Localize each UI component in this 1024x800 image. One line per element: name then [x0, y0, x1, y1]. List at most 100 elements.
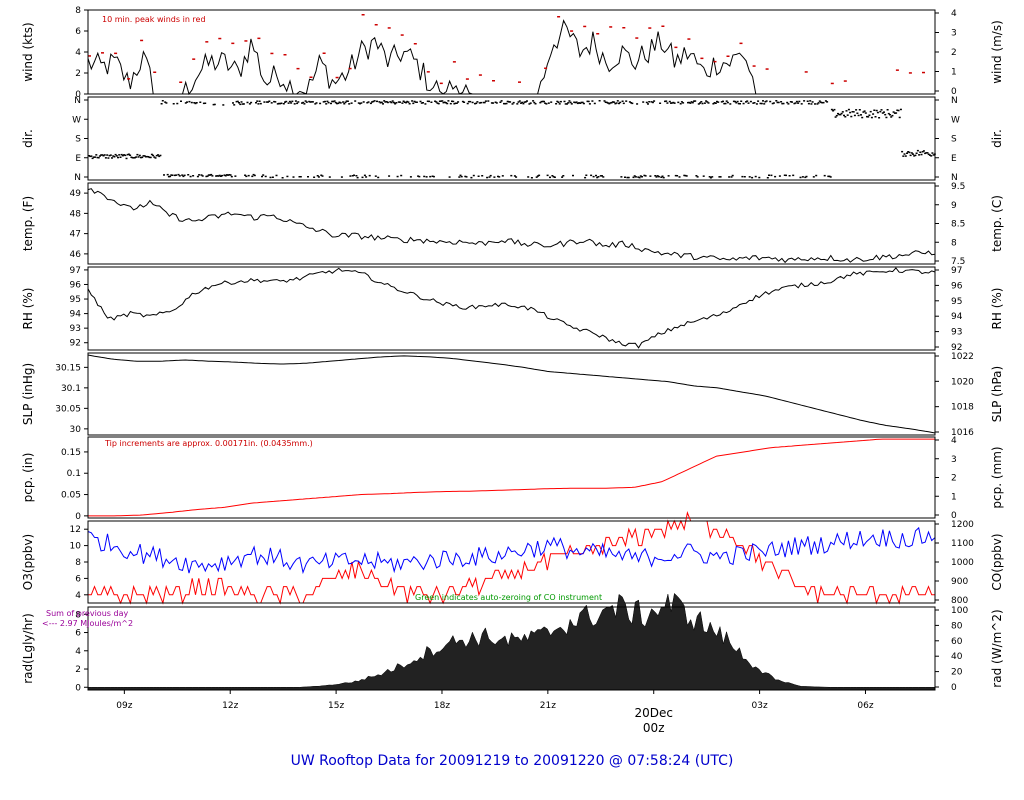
dir-point: [745, 101, 747, 103]
dir-point: [304, 100, 307, 102]
dir-point: [494, 101, 497, 103]
dir-point: [810, 103, 813, 105]
dir-point: [552, 176, 555, 178]
right-tick-label: 900: [951, 577, 968, 587]
dir-point: [378, 101, 381, 103]
dir-point: [134, 156, 136, 159]
right-tick-label: 1016: [951, 428, 974, 438]
dir-point: [543, 100, 545, 103]
dir-point: [530, 177, 533, 179]
dir-point: [835, 114, 838, 117]
dir-point: [324, 100, 326, 103]
dir-point: [671, 102, 674, 104]
dir-point: [602, 176, 605, 178]
dir-point: [526, 100, 528, 102]
right-tick-label: 60: [951, 637, 963, 647]
dir-point: [673, 102, 676, 104]
dir-point: [434, 100, 437, 102]
dir-point: [149, 156, 152, 159]
series-o3co-o3: [88, 511, 935, 605]
x-tick-label: 03z: [752, 701, 768, 711]
right-tick-label: 7.5: [951, 257, 965, 267]
dir-point: [536, 175, 539, 177]
right-tick-label: 8: [951, 238, 957, 248]
dir-point: [655, 176, 658, 178]
dir-point: [256, 100, 259, 102]
dir-point: [867, 116, 870, 118]
dir-point: [887, 112, 890, 115]
dir-point: [768, 174, 770, 176]
dir-point: [372, 100, 375, 103]
dir-point: [135, 156, 138, 158]
left-tick-label: 8: [75, 6, 81, 16]
dir-point: [755, 103, 758, 105]
dir-point: [792, 174, 795, 177]
dir-point: [847, 108, 850, 111]
dir-point: [443, 101, 446, 103]
dir-point: [195, 102, 198, 104]
dir-point: [705, 100, 708, 102]
dir-point: [760, 102, 763, 105]
dir-point: [588, 103, 591, 105]
dir-point: [732, 100, 735, 103]
dir-point: [406, 100, 409, 103]
dir-point: [471, 101, 474, 104]
dir-point: [401, 102, 404, 104]
dir-point: [152, 154, 155, 157]
dir-point: [660, 176, 663, 178]
dir-point: [913, 155, 916, 157]
right-tick-label: 0: [951, 683, 957, 693]
dir-point: [148, 156, 151, 159]
dir-point: [131, 157, 134, 159]
peak-wind-mark: [609, 26, 613, 28]
peak-wind-mark: [713, 60, 717, 63]
dir-point: [618, 102, 620, 105]
peak-wind-mark: [674, 46, 678, 49]
left-tick-label: N: [74, 96, 81, 106]
dir-point: [550, 101, 553, 103]
dir-point: [441, 100, 444, 102]
dir-point: [829, 176, 832, 178]
right-tick-label: 96: [951, 281, 963, 291]
dir-point: [98, 155, 101, 157]
panel-frame-dir: [87, 96, 936, 181]
dir-point: [644, 175, 647, 177]
dir-point: [776, 101, 779, 104]
dir-point: [230, 175, 233, 178]
dir-point: [350, 102, 353, 104]
dir-point: [748, 176, 751, 178]
dir-point: [396, 175, 399, 178]
dir-point: [788, 175, 791, 177]
dir-point: [182, 175, 185, 178]
dir-point: [246, 101, 249, 104]
dir-point: [374, 175, 377, 177]
dir-point: [643, 174, 646, 177]
dir-point: [736, 100, 739, 103]
peak-wind-mark: [895, 69, 899, 71]
dir-point: [245, 175, 248, 178]
dir-point: [925, 152, 928, 154]
dir-point: [437, 102, 440, 105]
dir-point: [614, 102, 617, 105]
dir-point: [771, 102, 774, 105]
x-tick-label: 15z: [328, 701, 344, 711]
dir-point: [447, 100, 450, 102]
dir-point: [118, 154, 121, 156]
ylabel-right-slp: SLP (hPa): [990, 366, 1004, 422]
dir-point: [301, 102, 303, 104]
dir-point: [234, 175, 237, 177]
dir-point: [725, 100, 728, 102]
dir-point: [363, 174, 366, 177]
dir-point: [587, 100, 590, 103]
dir-point: [522, 102, 525, 105]
panel-rh: [84, 266, 939, 351]
right-tick-label: 40: [951, 652, 963, 662]
dir-point: [539, 101, 542, 104]
dir-point: [481, 175, 484, 177]
peak-wind-mark: [452, 61, 456, 63]
dir-point: [100, 154, 103, 156]
dir-point: [259, 102, 262, 105]
dir-point: [291, 100, 294, 103]
peak-wind-mark: [648, 27, 652, 29]
peak-wind-mark: [622, 27, 626, 29]
